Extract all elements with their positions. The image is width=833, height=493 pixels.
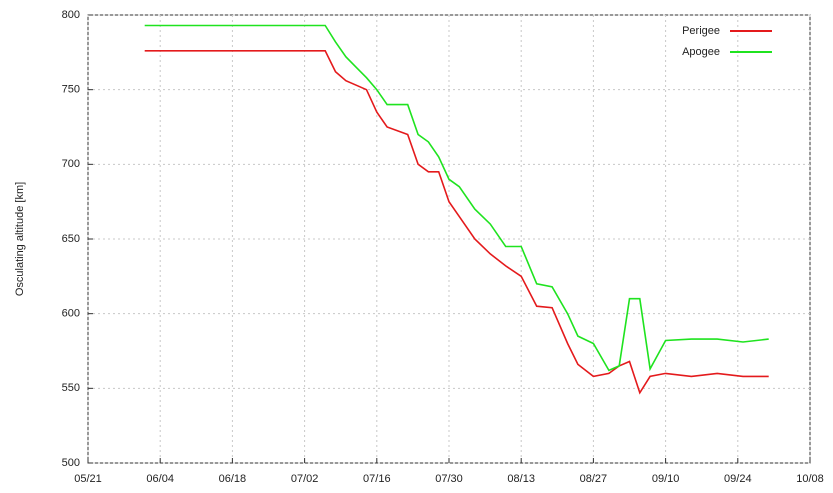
x-tick-label: 10/08 (796, 473, 824, 485)
y-tick-label: 650 (62, 233, 80, 245)
legend-label: Apogee (682, 46, 720, 58)
y-tick-label: 700 (62, 158, 80, 170)
legend-label: Perigee (682, 25, 720, 37)
x-tick-label: 06/04 (146, 473, 174, 485)
y-axis-label: Osculating altitude [km] (14, 182, 26, 296)
x-tick-label: 07/16 (363, 473, 391, 485)
data-line (144, 49, 769, 395)
x-tick-label: 09/10 (652, 473, 680, 485)
x-tick-label: 06/18 (219, 473, 247, 485)
x-tick-label: 07/02 (291, 473, 319, 485)
y-tick-label: 500 (62, 457, 80, 469)
y-tick-label: 600 (62, 308, 80, 320)
x-tick-label: 08/13 (507, 473, 535, 485)
x-tick-label: 07/30 (435, 473, 463, 485)
y-tick-label: 750 (62, 84, 80, 96)
x-tick-label: 08/27 (580, 473, 608, 485)
y-tick-label: 800 (62, 9, 80, 21)
x-tick-label: 09/24 (724, 473, 752, 485)
y-tick-label: 550 (62, 382, 80, 394)
data-line (144, 24, 769, 372)
x-tick-label: 05/21 (74, 473, 102, 485)
